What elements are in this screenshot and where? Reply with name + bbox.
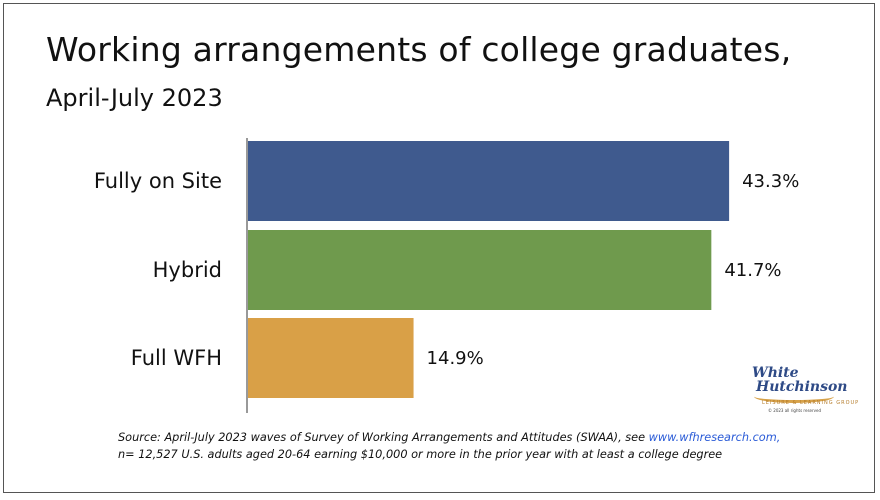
bar-hybrid <box>248 230 712 310</box>
white-hutchinson-logo: White Hutchinson LEISURE & LEARNING GROU… <box>752 365 858 426</box>
category-label: Fully on Site <box>94 169 222 193</box>
chart-title: Working arrangements of college graduate… <box>46 30 792 69</box>
value-label: 41.7% <box>724 260 781 281</box>
chart-subtitle: April-July 2023 <box>46 84 223 112</box>
logo-line-group: LEISURE & LEARNING GROUP <box>762 400 860 406</box>
source-link[interactable]: www.wfhresearch.com, <box>648 431 781 444</box>
value-label: 14.9% <box>427 348 484 369</box>
logo-swoosh-icon <box>754 390 834 403</box>
logo-line-white: White <box>752 365 799 381</box>
source-text: Source: April-July 2023 waves of Survey … <box>118 431 649 444</box>
bar-fully-on-site <box>248 141 730 221</box>
source-note: Source: April-July 2023 waves of Survey … <box>118 429 848 463</box>
value-label: 43.3% <box>742 171 799 192</box>
source-sample-note: n= 12,527 U.S. adults aged 20-64 earning… <box>118 448 723 461</box>
logo-line-copyright: © 2023 all rights reserved <box>768 408 821 413</box>
category-label: Hybrid <box>153 258 222 282</box>
category-label: Full WFH <box>131 346 222 370</box>
bar-full-wfh <box>248 318 414 398</box>
